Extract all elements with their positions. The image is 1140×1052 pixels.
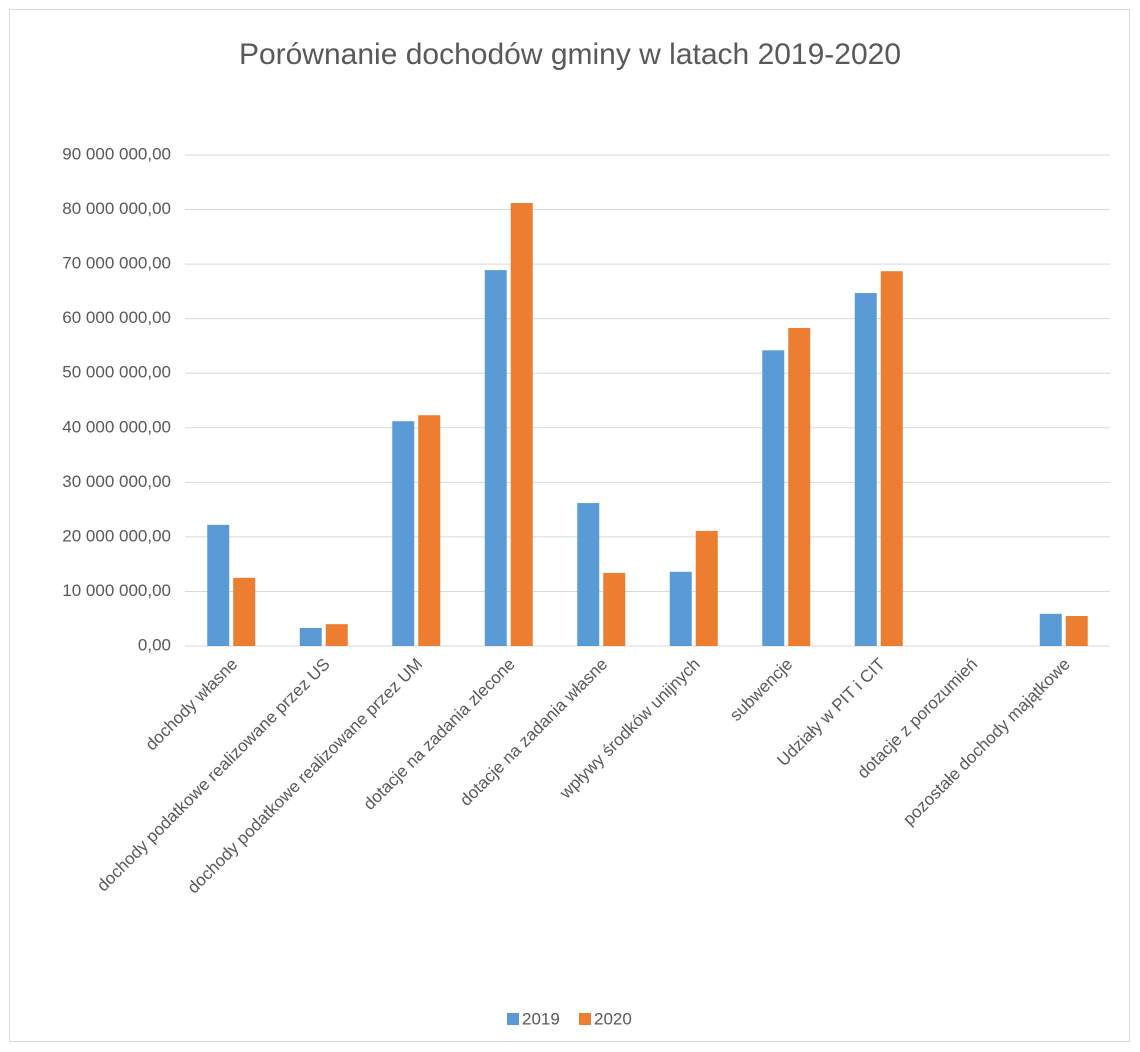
bar xyxy=(392,421,415,646)
y-tick-label: 40 000 000,00 xyxy=(62,417,171,436)
bar xyxy=(880,271,903,646)
y-tick-label: 50 000 000,00 xyxy=(62,363,171,382)
legend-swatch xyxy=(579,1013,591,1025)
y-tick-label: 30 000 000,00 xyxy=(62,472,171,491)
y-tick-label: 20 000 000,00 xyxy=(62,526,171,545)
bar xyxy=(1039,613,1062,646)
legend-label: 2019 xyxy=(522,1009,560,1028)
chart-border xyxy=(9,9,1130,1042)
bar xyxy=(418,415,441,646)
y-tick-label: 0,00 xyxy=(138,635,171,654)
y-tick-label: 80 000 000,00 xyxy=(62,199,171,218)
y-tick-label: 60 000 000,00 xyxy=(62,308,171,327)
bar xyxy=(1065,615,1088,646)
bar xyxy=(577,503,600,646)
bar xyxy=(788,327,811,646)
bar xyxy=(233,577,256,646)
bar xyxy=(510,203,533,646)
chart-title: Porównanie dochodów gminy w latach 2019-… xyxy=(239,38,901,71)
bar xyxy=(854,293,877,646)
bar xyxy=(299,627,322,646)
bar xyxy=(325,624,348,646)
bar xyxy=(484,270,507,646)
legend-swatch xyxy=(507,1013,519,1025)
legend-label: 2020 xyxy=(594,1009,632,1028)
bar xyxy=(207,524,230,646)
bar xyxy=(669,571,692,646)
y-tick-label: 90 000 000,00 xyxy=(62,144,171,163)
y-tick-label: 70 000 000,00 xyxy=(62,254,171,273)
bar xyxy=(695,530,718,646)
bar xyxy=(762,350,785,646)
bar xyxy=(603,572,626,646)
y-tick-label: 10 000 000,00 xyxy=(62,581,171,600)
